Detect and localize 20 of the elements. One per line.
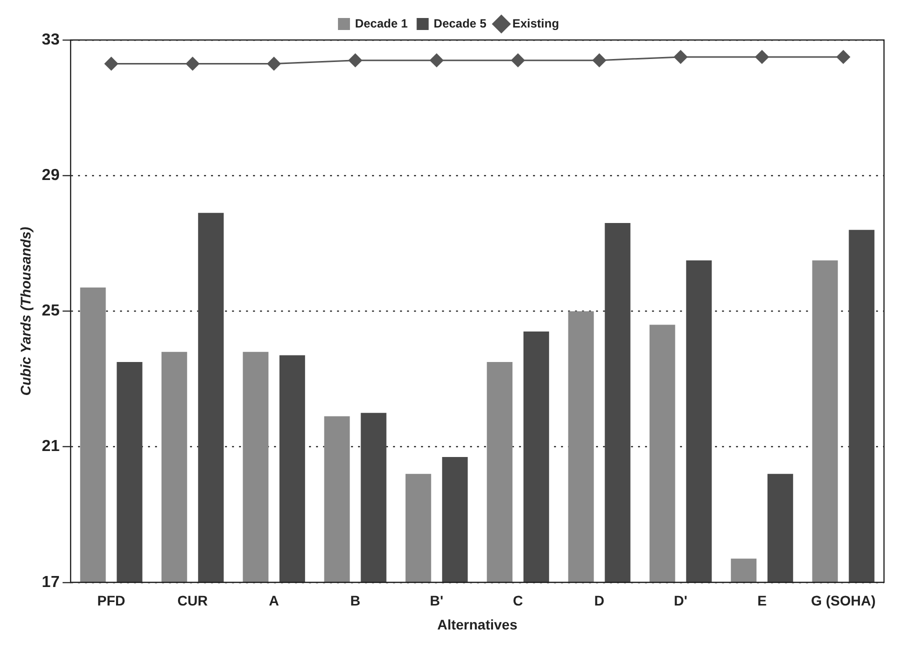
x-tick-label: B xyxy=(350,592,360,609)
legend-label: Existing xyxy=(512,16,560,30)
y-tick-label: 29 xyxy=(42,167,60,184)
x-tick-label: CUR xyxy=(177,592,208,609)
x-tick-label: G (SOHA) xyxy=(811,592,876,609)
y-axis-title: Cubic Yards (Thousands) xyxy=(17,226,34,396)
y-tick-label: 33 xyxy=(42,31,60,48)
x-tick-label: E xyxy=(757,592,767,609)
x-axis-title: Alternatives xyxy=(437,616,518,632)
y-tick-label: 25 xyxy=(42,302,60,320)
legend-label: Decade 1 xyxy=(354,16,408,30)
x-tick-label: C xyxy=(512,592,524,609)
x-tick-label: PFD xyxy=(97,592,126,609)
x-tick-label: B' xyxy=(430,592,444,609)
legend-label: Decade 5 xyxy=(434,16,487,30)
y-tick-label: 21 xyxy=(42,438,60,456)
x-tick-label: A xyxy=(268,592,280,609)
y-tick-label: 17 xyxy=(42,574,60,591)
x-tick-label: D xyxy=(594,592,604,609)
x-tick-label: D' xyxy=(674,592,688,609)
